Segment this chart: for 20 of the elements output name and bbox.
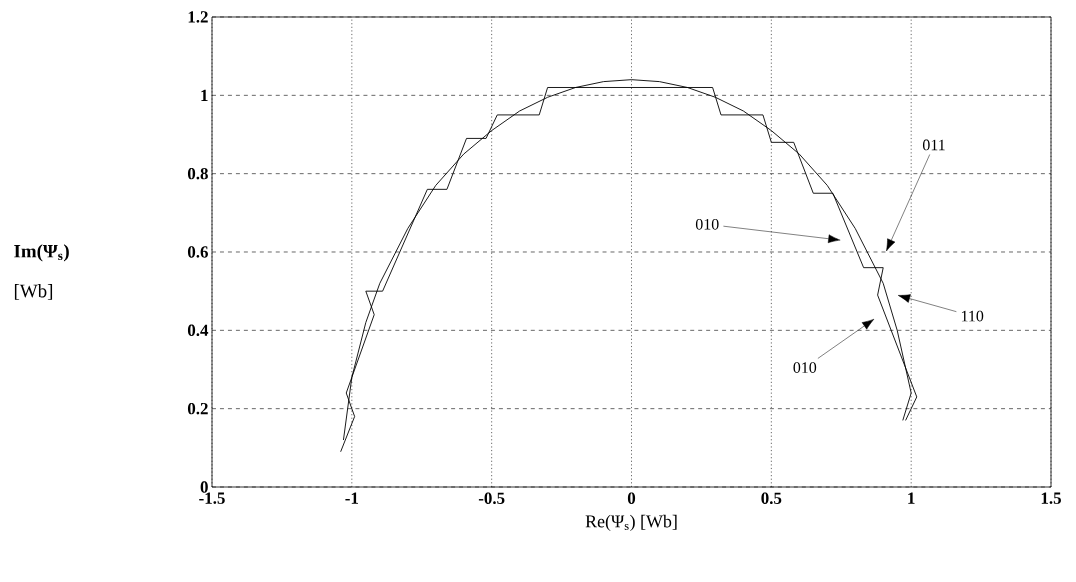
x-tick-label: -1.5 bbox=[199, 492, 225, 504]
x-tick-label: 0 bbox=[627, 492, 636, 504]
y-tick-label: 1.2 bbox=[188, 11, 208, 23]
annotation: 010 bbox=[695, 218, 719, 230]
x-tick-label: -0.5 bbox=[478, 492, 505, 505]
y-tick-label: 1 bbox=[201, 89, 208, 101]
y-tick-label: 0.6 bbox=[187, 246, 208, 258]
text: Im(Ψ$_{s}$) [Wb] bbox=[14, 244, 69, 300]
y-tick-label: 0 bbox=[200, 481, 208, 493]
annotation: 011 bbox=[922, 139, 945, 151]
x-tick-label: 1 bbox=[908, 492, 915, 504]
y-tick-label: 0.8 bbox=[187, 167, 208, 180]
x-tick-label: 0.5 bbox=[761, 492, 782, 505]
x-tick-label: 1.5 bbox=[1041, 492, 1061, 504]
annotation: 010 bbox=[793, 362, 817, 373]
y-tick-label: 0.2 bbox=[187, 402, 208, 415]
y-tick-label: 0.4 bbox=[187, 324, 209, 337]
x-tick-label: -1 bbox=[345, 492, 359, 504]
annotation: 110 bbox=[961, 310, 984, 322]
x-axis-title: Re(Ψ$_{s}$) [Wb] bbox=[585, 514, 677, 532]
